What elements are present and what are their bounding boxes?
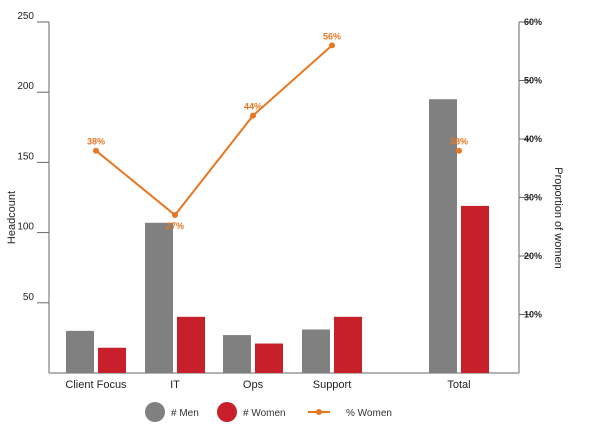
legend-swatch-men (145, 402, 165, 422)
bar-women-client-focus (98, 347, 126, 373)
point-women-ops (250, 112, 256, 119)
line-women (95, 44, 333, 217)
y-tick-left-label: 50 (23, 292, 35, 303)
bar-men-it (145, 222, 173, 373)
point-women-it (172, 212, 178, 219)
legend-label-men: # Men (171, 408, 199, 419)
data-label-women-ops: 44% (244, 102, 262, 112)
legend-swatch-women (217, 402, 237, 422)
bar-series-group (66, 99, 489, 373)
line-series-group (93, 42, 462, 219)
y-tick-right-label: 10% (524, 310, 542, 320)
point-women-client-focus (93, 147, 99, 154)
axis-labels-group: 50 100 150 200 250 10% 20% 30% 40% 50% 60% Client F… (6, 11, 564, 391)
y-tick-left-label: 100 (17, 222, 34, 233)
y-tick-right-label: 50% (524, 76, 542, 86)
bar-women-total (461, 205, 489, 373)
x-tick-label-client-focus: Client Focus (65, 379, 127, 391)
bar-men-total (429, 99, 457, 373)
x-tick-label-total: Total (447, 379, 470, 391)
bar-women-support (334, 316, 362, 373)
y-tick-right-label: 30% (524, 193, 542, 203)
y-tick-left-label: 250 (17, 11, 34, 22)
y-tick-right-label: 20% (524, 251, 542, 261)
bar-women-it (177, 316, 205, 373)
data-label-women-support: 56% (323, 31, 341, 41)
y-axis-title-right: Proportion of women (552, 167, 564, 269)
y-tick-left-label: 150 (17, 151, 34, 162)
y-tick-right-label: 60% (524, 17, 542, 27)
legend: # Men # Women % Women (145, 402, 392, 422)
x-tick-label-support: Support (313, 379, 352, 391)
y-tick-right-label: 40% (524, 134, 542, 144)
legend-label-women: % Women (346, 408, 392, 419)
point-women-support (329, 42, 335, 49)
legend-swatch-marker-women (316, 409, 322, 415)
y-axis-title-left: Headcount (6, 191, 18, 244)
x-tick-label-ops: Ops (243, 379, 264, 391)
point-women-total (456, 147, 462, 154)
data-label-women-client-focus: 38% (87, 137, 105, 147)
data-label-women-total: 38% (450, 137, 468, 147)
bar-men-ops (223, 335, 251, 373)
bar-men-client-focus (66, 330, 94, 373)
bar-women-ops (255, 343, 283, 373)
y-tick-left-label: 200 (17, 81, 34, 92)
data-label-women-it: 27% (166, 221, 184, 231)
chart-axes (37, 21, 531, 374)
legend-label-women: # Women (243, 408, 286, 419)
x-tick-label-it: IT (170, 379, 180, 391)
bar-men-support (302, 329, 330, 373)
